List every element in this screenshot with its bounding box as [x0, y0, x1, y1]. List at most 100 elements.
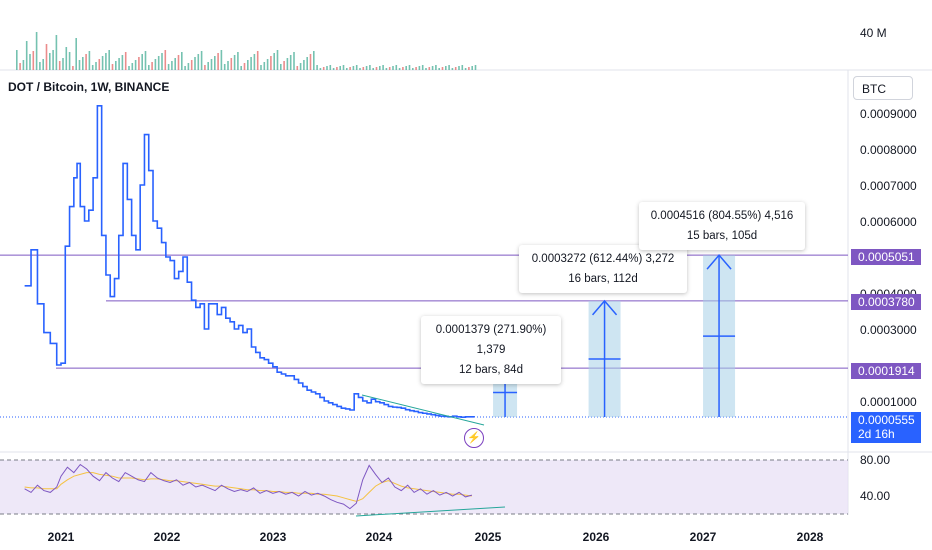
volume-bar [148, 65, 150, 70]
volume-bar [85, 54, 87, 70]
volume-bar [428, 67, 431, 70]
volume-bar [39, 62, 41, 70]
price-tick: 0.0009000 [860, 107, 917, 121]
bar-countdown: 2d 16h [858, 427, 895, 441]
volume-bar [322, 67, 325, 70]
price-tick: 0.0008000 [860, 143, 917, 157]
rsi-line [24, 463, 473, 510]
level-badge: 0.0003780 [851, 294, 921, 310]
chart-title: DOT / Bitcoin, 1W, BINANCE [8, 80, 170, 94]
volume-bar [108, 50, 110, 70]
volume-bar [421, 65, 424, 70]
x-tick: 2022 [153, 530, 181, 544]
volume-bar [157, 56, 160, 70]
volume-bar [141, 54, 143, 70]
volume-bar [461, 65, 464, 70]
price-tick: 0.0007000 [860, 179, 917, 193]
volume-bar [16, 50, 18, 70]
volume-bar [177, 55, 180, 70]
volume-bar [243, 63, 246, 70]
x-tick: 2028 [796, 530, 824, 544]
volume-bar [454, 67, 457, 70]
volume-bar [365, 66, 368, 70]
volume-bar [431, 66, 434, 70]
volume-bar [91, 65, 94, 70]
volume-bar [418, 66, 421, 70]
volume-bar [289, 55, 292, 70]
volume-bar [260, 65, 262, 70]
currency-selector[interactable]: BTC [853, 76, 913, 100]
volume-bar [237, 52, 239, 70]
volume-bar [190, 60, 193, 70]
volume-bar [253, 54, 256, 70]
projection-callout-2[interactable]: 0.0003272 (612.44%) 3,272 16 bars, 112d [519, 245, 687, 293]
rsi-divergence-line [355, 506, 506, 517]
volume-bar [151, 62, 153, 70]
volume-bar [230, 58, 233, 70]
volume-bar [250, 57, 252, 70]
volume-bar [204, 65, 206, 70]
projection-callout-3[interactable]: 0.0004516 (804.55%) 4,516 15 bars, 105d [639, 202, 805, 250]
volume-bar [359, 68, 361, 70]
divergence-line [361, 394, 485, 426]
volume-bar [395, 65, 398, 70]
volume-bar [128, 66, 130, 70]
volume-bar [72, 66, 74, 70]
volume-bar [22, 60, 25, 70]
volume-bar [82, 57, 84, 70]
projection-arrow-head [706, 254, 732, 270]
volume-bar [29, 54, 31, 70]
volume-bar [296, 66, 299, 70]
volume-bar [174, 58, 176, 70]
volume-bar [415, 67, 417, 70]
volume-bar [134, 60, 137, 70]
volume-bar [68, 52, 71, 70]
volume-bar [45, 44, 48, 70]
volume-bar [124, 52, 127, 70]
volume-bar [405, 66, 407, 70]
volume-bar [471, 66, 473, 70]
volume-bar [313, 51, 315, 70]
price-tick: 0.0001000 [860, 395, 917, 409]
x-tick: 2025 [474, 530, 502, 544]
volume-bar [339, 66, 341, 70]
volume-bar [220, 50, 223, 70]
price-series-line [24, 105, 475, 418]
volume-bar [293, 52, 295, 70]
volume-bar [171, 61, 173, 70]
volume-axis-label: 40 M [860, 26, 887, 40]
volume-bar [263, 62, 266, 70]
volume-bar [385, 68, 388, 70]
volume-bar [435, 65, 437, 70]
volume-bar [316, 65, 318, 70]
volume-bar [121, 55, 124, 70]
volume-bar [35, 32, 38, 70]
callout-bars: 15 bars, 105d [686, 230, 758, 242]
volume-bar [451, 68, 454, 70]
volume-bar [464, 68, 467, 70]
volume-bar [42, 59, 44, 70]
volume-bar [105, 53, 107, 70]
level-badge: 0.0001914 [851, 363, 921, 379]
projection-callout-1[interactable]: 0.0001379 (271.90%) 1,379 12 bars, 84d [421, 316, 561, 384]
volume-bar [95, 62, 97, 70]
volume-bar [101, 56, 104, 70]
volume-bar [458, 66, 460, 70]
volume-bar [233, 55, 236, 70]
lightning-bolt-icon[interactable]: ⚡ [464, 428, 484, 448]
level-badge: 0.0005051 [851, 249, 921, 265]
callout-price-change: 0.0003272 (612.44%) 3,272 [531, 253, 675, 265]
volume-bar [207, 62, 209, 70]
volume-bar [352, 66, 355, 70]
callout-price-change: 0.0001379 (271.90%) 1,379 [435, 324, 547, 356]
volume-bar [88, 51, 91, 70]
volume-bar [164, 50, 167, 70]
volume-bar [273, 53, 275, 70]
volume-bar [388, 67, 391, 70]
volume-bar [283, 61, 285, 70]
volume-bar [138, 57, 140, 70]
volume-bar [200, 51, 203, 70]
volume-bar [98, 59, 101, 70]
last-price-badge: 0.0000555 2d 16h [851, 412, 921, 443]
